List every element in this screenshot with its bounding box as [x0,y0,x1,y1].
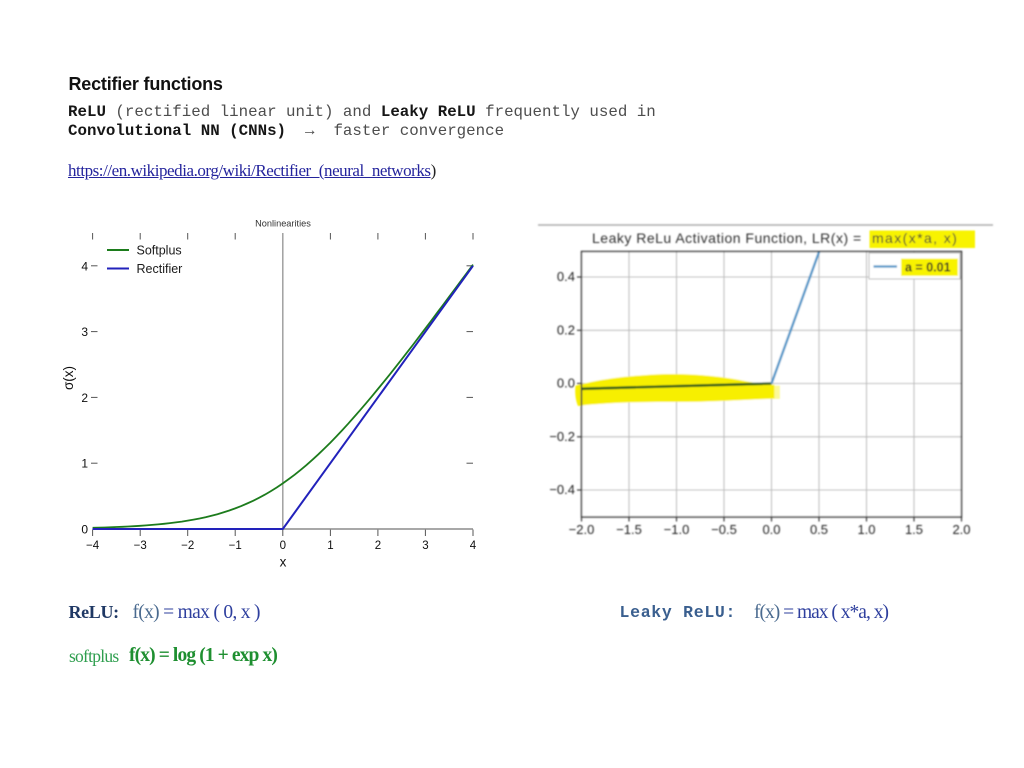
svg-text:4: 4 [470,540,477,552]
svg-text:1: 1 [81,457,88,471]
svg-text:Nonlinearities: Nonlinearities [255,219,311,229]
svg-text:−0.4: −0.4 [549,482,575,497]
svg-text:−0.5: −0.5 [711,522,737,537]
svg-text:σ(x): σ(x) [61,366,76,390]
svg-text:−3: −3 [134,540,147,552]
svg-text:−2.0: −2.0 [569,522,595,537]
svg-text:0.0: 0.0 [762,522,780,537]
svg-text:Softplus: Softplus [137,244,182,258]
svg-text:3: 3 [81,325,88,339]
svg-text:0: 0 [81,523,88,537]
svg-text:Leaky ReLu Activation Function: Leaky ReLu Activation Function, LR(x) = [592,230,862,246]
svg-text:−1: −1 [229,540,242,552]
svg-text:3: 3 [422,540,428,552]
svg-text:1.0: 1.0 [857,522,875,537]
svg-text:Rectifier: Rectifier [137,262,183,276]
svg-text:4: 4 [81,259,88,273]
svg-text:2.0: 2.0 [952,522,970,537]
svg-text:1: 1 [327,540,333,552]
svg-text:−1.0: −1.0 [664,522,690,537]
svg-text:−1.5: −1.5 [616,522,642,537]
svg-text:max(x*a, x): max(x*a, x) [872,230,958,246]
svg-text:2: 2 [375,540,381,552]
svg-text:1.5: 1.5 [905,522,923,537]
svg-text:0: 0 [280,540,286,552]
svg-text:x: x [280,555,287,570]
svg-text:0.4: 0.4 [557,269,575,284]
svg-text:0.0: 0.0 [557,376,575,391]
svg-text:−4: −4 [86,540,100,552]
svg-text:−0.2: −0.2 [549,429,575,444]
svg-text:0.5: 0.5 [810,522,828,537]
svg-text:a = 0.01: a = 0.01 [905,261,951,275]
svg-text:2: 2 [81,391,88,405]
svg-text:−2: −2 [181,540,194,552]
svg-text:0.2: 0.2 [557,323,575,338]
